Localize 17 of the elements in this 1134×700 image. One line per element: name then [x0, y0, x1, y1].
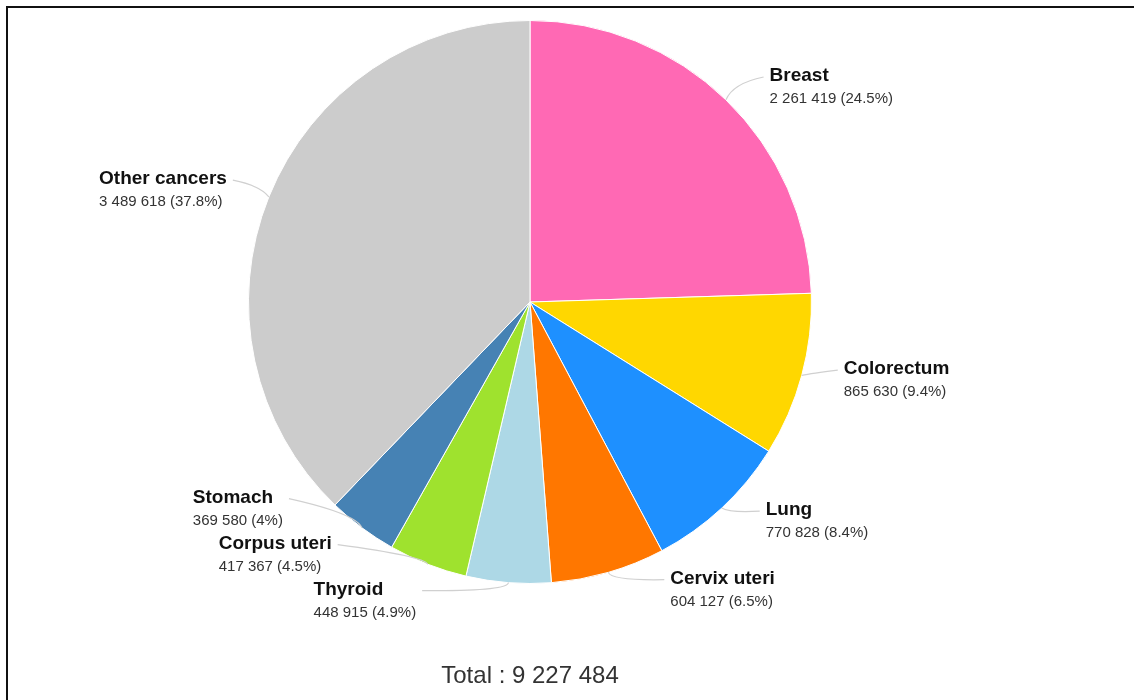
slice-label: Stomach [192, 485, 274, 507]
text: Total : 9 227 484 [441, 661, 619, 688]
data-label: 417 367 (4.5%) [218, 556, 322, 574]
slice-label: Breast [769, 64, 830, 86]
data-label: 369 580 (4%) [192, 510, 283, 528]
slice-label: Colorectum [843, 357, 950, 379]
data-label: 2 261 419 (24.5%) [769, 89, 894, 107]
data-label: 3 489 618 (37.8%) [99, 192, 223, 210]
data-label: 448 915 (4.9%) [313, 602, 417, 620]
data-label: 604 127 (6.5%) [670, 591, 773, 609]
slice-label: Other cancers [99, 167, 227, 189]
slice-label: Lung [765, 498, 813, 520]
data-label: 770 828 (8.4%) [765, 523, 869, 541]
slice-label: Thyroid [313, 577, 384, 599]
data-label: 865 630 (9.4%) [843, 382, 947, 400]
slice-label: Cervix uteri [670, 566, 775, 588]
slice-label: Corpus uteri [218, 531, 332, 553]
